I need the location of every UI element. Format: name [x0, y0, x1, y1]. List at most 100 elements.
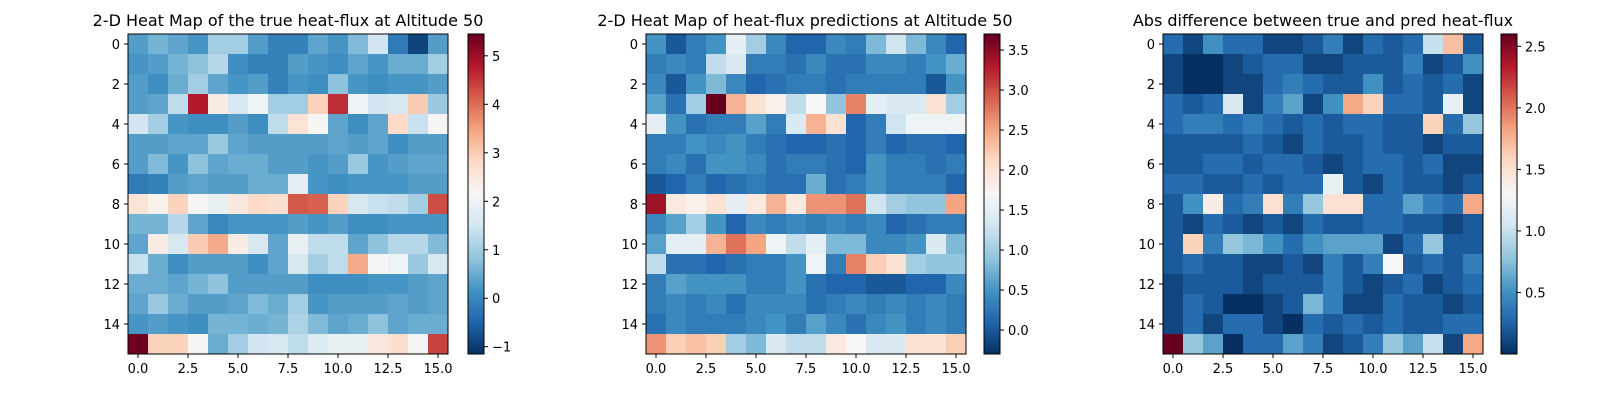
colorbar-segment — [1501, 276, 1517, 279]
heatmap-cell — [866, 254, 887, 275]
heatmap-cell — [1223, 94, 1244, 115]
heatmap-cell — [646, 134, 667, 155]
colorbar-segment — [984, 282, 1000, 285]
colorbar-tick-label: 2.0 — [1008, 164, 1029, 179]
heatmap-cell — [408, 74, 429, 95]
colorbar-segment — [984, 80, 1000, 83]
colorbar-segment — [468, 66, 484, 69]
heatmap-cell — [1323, 154, 1344, 175]
heatmap-cell — [1203, 274, 1224, 295]
heatmap-cell — [786, 294, 807, 315]
heatmap-cell — [846, 134, 867, 155]
heatmap-cell — [1443, 254, 1464, 275]
heatmap-cell — [706, 174, 727, 195]
heatmap-cell — [926, 74, 947, 95]
colorbar-segment — [984, 78, 1000, 81]
heatmap-cell — [1423, 254, 1444, 275]
heatmap-cell — [328, 294, 349, 315]
colorbar-segment — [468, 232, 484, 235]
colorbar-segment — [984, 100, 1000, 103]
colorbar-segment — [984, 300, 1000, 303]
colorbar-segment — [1501, 148, 1517, 151]
colorbar-segment — [1501, 110, 1517, 113]
heatmap-cell — [1263, 294, 1284, 315]
colorbar-segment — [468, 234, 484, 237]
heatmap-cell — [706, 34, 727, 55]
heatmap-cell — [1383, 134, 1404, 155]
colorbar-segment — [468, 314, 484, 317]
heatmap-cell — [288, 274, 309, 295]
heatmap-cell — [926, 314, 947, 335]
colorbar-segment — [1501, 102, 1517, 105]
heatmap-cell — [746, 34, 767, 55]
heatmap-cell — [188, 274, 209, 295]
heatmap-cell — [686, 34, 707, 55]
colorbar-segment — [468, 352, 484, 355]
heatmap-cell — [1183, 334, 1204, 355]
heatmap-cell — [288, 74, 309, 95]
heatmap-cell — [926, 254, 947, 275]
colorbar-segment — [1501, 186, 1517, 189]
heatmap-cell — [946, 254, 967, 275]
colorbar-segment — [1501, 234, 1517, 237]
x-tick-label: 12.5 — [374, 362, 403, 377]
heatmap-cell — [228, 54, 249, 75]
colorbar-segment — [468, 316, 484, 319]
heatmap-cell — [906, 234, 927, 255]
heatmap-cell — [786, 314, 807, 335]
heatmap-cell — [388, 34, 409, 55]
colorbar-tick-label: 3.5 — [1008, 44, 1029, 59]
heatmap-cell — [1343, 94, 1364, 115]
heatmap-cell — [646, 114, 667, 135]
colorbar-segment — [1501, 268, 1517, 271]
colorbar-segment — [468, 158, 484, 161]
heatmap-cell — [308, 334, 329, 355]
heatmap-cell — [148, 334, 169, 355]
heatmap-cell — [328, 214, 349, 235]
heatmap-cell — [1283, 334, 1304, 355]
heatmap-cell — [128, 194, 149, 215]
heatmap-cell — [1403, 94, 1424, 115]
heatmap-cell — [886, 234, 907, 255]
heatmap-cell — [1323, 94, 1344, 115]
colorbar-segment — [468, 328, 484, 331]
heatmap-cell — [1183, 34, 1204, 55]
heatmap-cell — [1463, 74, 1484, 95]
heatmap-cell — [408, 54, 429, 75]
colorbar-segment — [984, 148, 1000, 151]
heatmap-cell — [168, 154, 189, 175]
heatmap-cell — [1263, 114, 1284, 135]
colorbar-segment — [1501, 304, 1517, 307]
heatmap-cell — [926, 94, 947, 115]
colorbar-segment — [984, 216, 1000, 219]
colorbar-segment — [984, 342, 1000, 345]
heatmap-cell — [786, 74, 807, 95]
heatmap-cell — [1383, 334, 1404, 355]
colorbar-tick-label: 4 — [492, 98, 500, 113]
heatmap-cell — [686, 274, 707, 295]
heatmap-cell — [1343, 194, 1364, 215]
colorbar-frame — [467, 33, 485, 355]
colorbar-segment — [984, 286, 1000, 289]
colorbar-segment — [984, 204, 1000, 207]
heatmap-cell — [1343, 134, 1364, 155]
heatmap-cell — [1223, 254, 1244, 275]
heatmap-cell — [686, 94, 707, 115]
colorbar-segment — [1501, 162, 1517, 165]
heatmap-cell — [308, 174, 329, 195]
heatmap-cell — [348, 334, 369, 355]
colorbar-segment — [984, 170, 1000, 173]
heatmap-cell — [1363, 114, 1384, 135]
colorbar-segment — [468, 60, 484, 63]
colorbar-segment — [468, 254, 484, 257]
heatmap-cell — [1403, 314, 1424, 335]
colorbar-segment — [984, 182, 1000, 185]
heatmap-cell — [806, 74, 827, 95]
heatmap-cell — [926, 274, 947, 295]
heatmap-cell — [408, 154, 429, 175]
heatmap-cell — [926, 214, 947, 235]
colorbar-segment — [984, 86, 1000, 89]
colorbar-segment — [468, 86, 484, 89]
colorbar-segment — [1501, 300, 1517, 303]
heatmap-cell — [388, 154, 409, 175]
